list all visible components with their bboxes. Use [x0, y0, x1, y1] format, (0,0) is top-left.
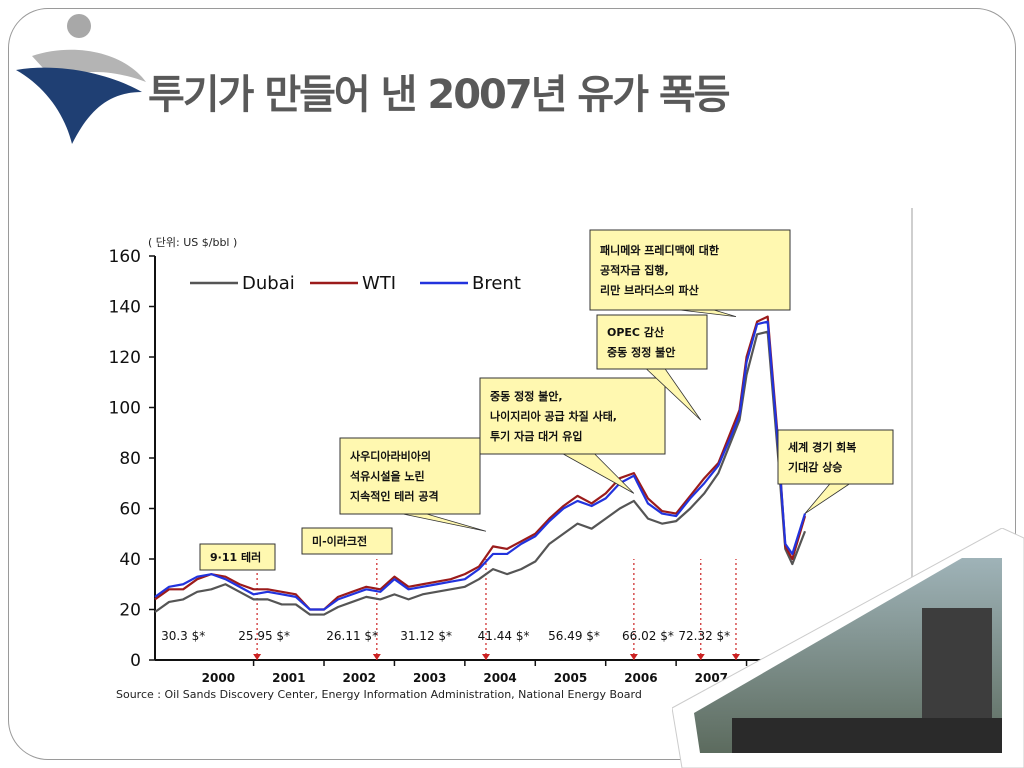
- callout-text: 리만 브라더스의 파산: [600, 283, 699, 297]
- callout-box: [479, 377, 666, 455]
- photo-road: [732, 718, 1002, 753]
- price-labels: 30.3 $* 25.95 $* 26.11 $* 31.12 $* 41.44 $* 5…: [161, 629, 730, 643]
- y-tick-label: 100: [109, 399, 141, 419]
- series-lines: [154, 315, 807, 616]
- callout-box: [596, 314, 708, 370]
- callout-box: [589, 229, 791, 311]
- event-marker-arrow: [731, 654, 740, 660]
- x-tick-label: 2001: [272, 671, 305, 685]
- legend-label-dubai: Dubai: [242, 273, 295, 294]
- callout-pointer: [561, 453, 635, 494]
- price-label: 56.49 $*: [548, 629, 600, 643]
- legend-label-brent: Brent: [472, 273, 521, 294]
- x-tick-label: 2005: [554, 671, 587, 685]
- series-brent-line: [154, 320, 807, 611]
- callout-text: 투기 자금 대거 유입: [490, 429, 582, 443]
- chart-svg: 0 20 40 60 80 100 120 140 160 2000 2001 2002 2003 200…: [109, 208, 913, 708]
- event-marker-arrow: [629, 654, 638, 660]
- unit-label: ( 단위: US $/bbl ): [148, 236, 237, 249]
- callout-pointer: [804, 483, 851, 514]
- price-label: 72.32 $*: [678, 629, 730, 643]
- callout-text: 세계 경기 회복: [788, 440, 856, 454]
- chart-axes: 0 20 40 60 80 100 120 140 160 2000 2001 2002 2003 200…: [109, 247, 805, 685]
- y-tick-label: 0: [130, 651, 141, 671]
- slide-title: 투기가 만들어 낸 2007년 유가 폭등: [148, 72, 731, 118]
- annotation-callout: 9·11 테러: [199, 543, 276, 571]
- callout-text: 중동 정정 불안,: [490, 389, 563, 403]
- callout-text: 중동 정정 불안: [607, 345, 675, 359]
- oil-price-chart: 0 20 40 60 80 100 120 140 160 2000 2001 2002 2003 200…: [100, 208, 915, 708]
- callout-text: 석유시설을 노린: [350, 469, 425, 483]
- decorative-photo: [672, 528, 1024, 768]
- callout-box: [777, 429, 894, 485]
- y-tick-label: 160: [109, 247, 141, 267]
- callout-text: 사우디아라비아의: [350, 449, 431, 463]
- event-marker-arrow: [696, 654, 705, 660]
- y-tick-label: 20: [119, 601, 141, 621]
- y-tick-label: 80: [119, 449, 141, 469]
- y-tick-label: 120: [109, 348, 141, 368]
- price-label: 41.44 $*: [478, 629, 530, 643]
- y-tick-label: 60: [119, 500, 141, 520]
- x-tick-label: 2000: [202, 671, 235, 685]
- callout-text: 패니메와 프레디맥에 대한: [600, 243, 719, 257]
- y-tick-label: 140: [109, 298, 141, 318]
- company-logo: [16, 14, 146, 144]
- event-marker-arrow: [481, 654, 490, 660]
- legend-label-wti: WTI: [362, 273, 396, 294]
- callout-text: 공적자금 집행,: [600, 263, 669, 277]
- callout-text: 미-이라크전: [312, 534, 367, 548]
- price-label: 66.02 $*: [622, 629, 674, 643]
- price-label: 30.3 $*: [161, 629, 205, 643]
- callout-text: 지속적인 테러 공격: [350, 489, 439, 503]
- photo-truck: [922, 608, 992, 728]
- logo-swoosh-blue: [16, 67, 142, 144]
- x-tick-label: 2004: [483, 671, 516, 685]
- price-label: 26.11 $*: [326, 629, 378, 643]
- callout-box: [339, 437, 481, 515]
- callout-text: 기대감 상승: [788, 460, 842, 474]
- series-dubai-line: [154, 330, 807, 616]
- event-marker-arrow: [372, 654, 381, 660]
- callout-box: [301, 527, 393, 555]
- callout-text: OPEC 감산: [607, 325, 664, 339]
- callout-box: [199, 543, 276, 571]
- x-tick-label: 2006: [624, 671, 657, 685]
- series-wti-line: [154, 315, 807, 611]
- logo-dot: [67, 14, 91, 38]
- x-tick-label: 2002: [343, 671, 376, 685]
- event-markers: [253, 559, 740, 660]
- price-label: 31.12 $*: [400, 629, 452, 643]
- x-tick-label: 2003: [413, 671, 446, 685]
- price-label: 25.95 $*: [238, 629, 290, 643]
- chart-legend: Dubai WTI Brent: [190, 273, 521, 294]
- source-text: Source : Oil Sands Discovery Center, Ene…: [116, 688, 642, 701]
- callout-text: 나이지리아 공급 차질 사태,: [490, 409, 617, 423]
- event-marker-arrow: [253, 654, 262, 660]
- y-tick-label: 40: [119, 550, 141, 570]
- callout-pointer: [402, 513, 487, 532]
- annotation-callout: 미-이라크전: [301, 527, 393, 555]
- callout-text: 9·11 테러: [210, 550, 261, 564]
- annotation-callout: 중동 정정 불안, 나이지리아 공급 차질 사태, 투기 자금 대거 유입: [479, 377, 666, 494]
